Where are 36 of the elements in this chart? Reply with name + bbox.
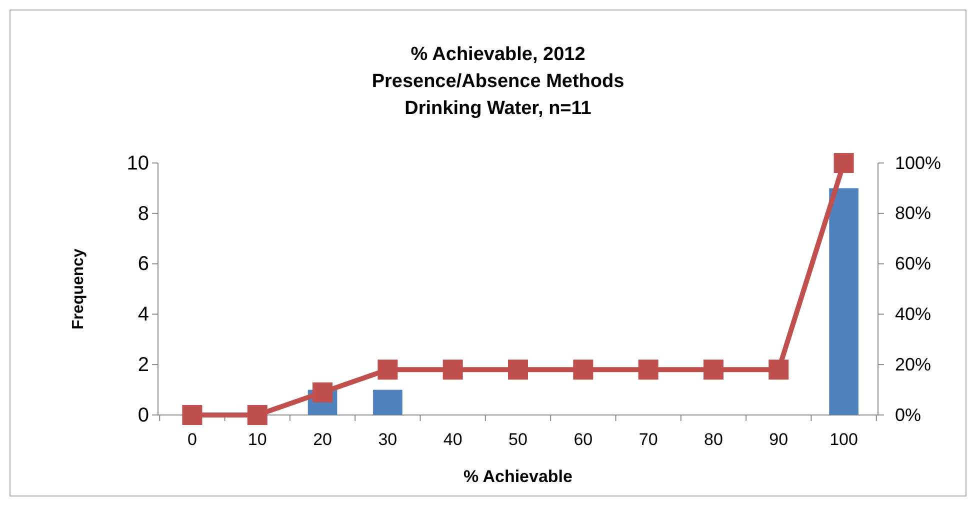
y2-tick-label: 60%	[895, 254, 932, 274]
point	[834, 153, 854, 173]
point	[573, 360, 594, 380]
y2-tick-label: 80%	[895, 203, 932, 224]
y-tick-label: 10	[126, 152, 149, 174]
chart-title: % Achievable, 2012 Presence/Absence Methods Drinking Water, n=11	[372, 44, 624, 119]
y-tick-label: 0	[138, 404, 149, 426]
y2-tick-label: 20%	[895, 354, 932, 374]
y-axis-title: Frequency	[70, 248, 87, 330]
point	[247, 405, 268, 425]
y-tick-label: 2	[138, 354, 149, 376]
x-tick-label: 90	[769, 430, 788, 450]
y2-tick-label: 0%	[895, 404, 922, 425]
y-tick-label: 6	[138, 253, 149, 276]
point	[768, 360, 789, 380]
x-tick-label: 100	[830, 430, 858, 450]
x-tick-label: 20	[313, 430, 332, 450]
x-axis-title: % Achievable	[464, 467, 572, 486]
y2-tick-label: 100%	[895, 152, 942, 173]
point	[508, 360, 528, 380]
x-tick-label: 70	[638, 430, 658, 450]
x-tick-label: 60	[574, 430, 593, 450]
point	[638, 360, 658, 380]
point	[703, 360, 724, 380]
x-tick-label: 10	[248, 430, 267, 450]
x-tick-label: 0	[187, 430, 197, 450]
y2-tick-label: 40%	[895, 304, 932, 324]
x-tick-label: 50	[508, 430, 528, 450]
x-tick-label: 40	[443, 430, 462, 450]
y-tick-label: 4	[138, 304, 149, 326]
point	[182, 405, 202, 425]
y-tick-label: 8	[138, 202, 149, 225]
x-tick-label: 30	[378, 430, 398, 450]
x-tick-label: 80	[704, 430, 723, 450]
point	[378, 360, 398, 380]
point	[442, 360, 463, 380]
